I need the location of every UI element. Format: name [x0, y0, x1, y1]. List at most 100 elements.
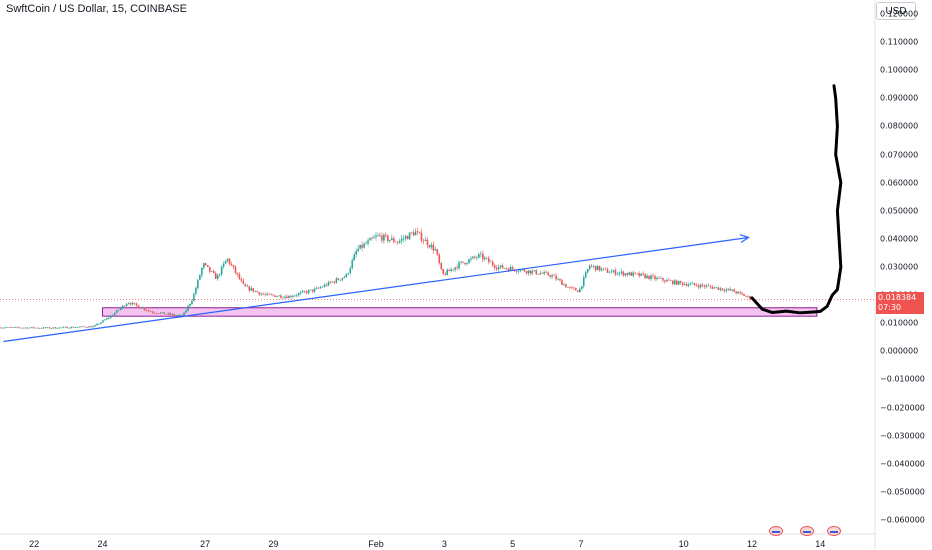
- x-axis-tick-label: 10: [678, 539, 689, 549]
- us-flag-event-icon[interactable]: [799, 526, 814, 536]
- candle-body: [189, 303, 191, 306]
- candle-body: [68, 328, 71, 329]
- candle-body: [630, 272, 633, 276]
- candle-body: [472, 256, 474, 259]
- candle-body: [108, 317, 110, 319]
- candle-body: [262, 293, 264, 295]
- y-axis-tick-label: 0.030000: [880, 262, 919, 272]
- candle-body: [307, 290, 310, 294]
- candle-body: [84, 326, 86, 328]
- candle-body: [254, 291, 257, 292]
- candle-body: [672, 280, 674, 285]
- candle-body: [50, 328, 53, 329]
- candle-body: [290, 295, 292, 297]
- candle-body: [612, 270, 615, 272]
- candle-body: [634, 272, 637, 274]
- candle-body: [294, 295, 296, 297]
- candle-body: [24, 327, 27, 329]
- candle-body: [466, 263, 468, 265]
- currency-button[interactable]: USD: [876, 2, 916, 20]
- candle-body: [181, 315, 183, 317]
- candle-body: [137, 305, 140, 308]
- candle-body: [632, 272, 635, 276]
- candle-body: [462, 261, 464, 263]
- candle-body: [104, 319, 106, 321]
- us-flag-event-icon[interactable]: [826, 526, 841, 536]
- candle-body: [282, 297, 284, 299]
- candle-body: [715, 287, 718, 288]
- candle-body: [470, 258, 472, 260]
- candle-body: [54, 327, 57, 329]
- candle-body: [248, 286, 251, 291]
- candle-body: [20, 327, 23, 329]
- y-axis-tick-label: −0.010000: [880, 374, 925, 384]
- candle-body: [363, 243, 365, 248]
- candle-body: [434, 249, 437, 251]
- candle-body: [387, 235, 389, 241]
- candle-body: [191, 300, 193, 304]
- candle-body: [349, 268, 352, 274]
- candle-body: [274, 295, 276, 297]
- candle-body: [638, 273, 640, 276]
- candle-body: [501, 265, 504, 269]
- candle-body: [377, 234, 379, 236]
- candle-body: [677, 281, 680, 285]
- candle-body: [232, 265, 235, 268]
- candle-body: [529, 270, 532, 274]
- candle-body: [222, 263, 225, 267]
- candle-body: [478, 254, 480, 258]
- candle-body: [1, 327, 3, 329]
- candle-body: [553, 275, 555, 276]
- candle-body: [28, 327, 31, 329]
- candle-body: [329, 281, 332, 283]
- candle-body: [709, 285, 712, 287]
- candle-body: [335, 278, 338, 283]
- candle-body: [664, 280, 666, 282]
- candle-body: [681, 282, 684, 285]
- candle-body: [203, 263, 205, 268]
- candle-body: [618, 272, 621, 274]
- candle-body: [705, 285, 708, 287]
- y-axis-tick-label: −0.060000: [880, 515, 925, 525]
- candle-body: [119, 307, 122, 310]
- candle-body: [157, 313, 160, 315]
- candle-body: [369, 238, 371, 241]
- candle-body: [106, 318, 108, 320]
- candle-body: [537, 274, 540, 275]
- candle-body: [600, 268, 603, 271]
- candle-body: [30, 327, 33, 328]
- candle-body: [9, 327, 11, 328]
- candle-body: [691, 283, 694, 284]
- candle-body: [381, 235, 383, 241]
- y-axis-tick-label: 0.120000: [880, 9, 919, 19]
- y-axis-tick-label: −0.040000: [880, 459, 925, 469]
- candle-body: [717, 287, 720, 290]
- candle-body: [195, 288, 197, 294]
- candle-body: [311, 289, 314, 292]
- candle-body: [424, 239, 427, 241]
- candle-body: [88, 326, 90, 328]
- candle-body: [588, 265, 591, 270]
- candle-body: [70, 326, 73, 329]
- candle-body: [400, 238, 403, 241]
- candle-body: [749, 296, 751, 300]
- candle-body: [729, 288, 731, 291]
- candle-body: [666, 279, 668, 282]
- candle-body: [620, 271, 623, 273]
- candle-body: [201, 267, 203, 276]
- candle-body: [151, 311, 154, 313]
- candle-body: [286, 296, 288, 299]
- candle-body: [683, 284, 686, 285]
- candle-body: [721, 288, 724, 291]
- candle-body: [697, 285, 700, 288]
- us-flag-event-icon[interactable]: [768, 526, 783, 536]
- candle-body: [747, 296, 749, 297]
- candle-body: [586, 269, 589, 273]
- candle-body: [402, 238, 405, 240]
- candle-body: [602, 268, 605, 270]
- candle-body: [713, 287, 716, 289]
- candle-body: [745, 295, 747, 297]
- candle-body: [98, 323, 100, 325]
- candle-body: [450, 269, 452, 272]
